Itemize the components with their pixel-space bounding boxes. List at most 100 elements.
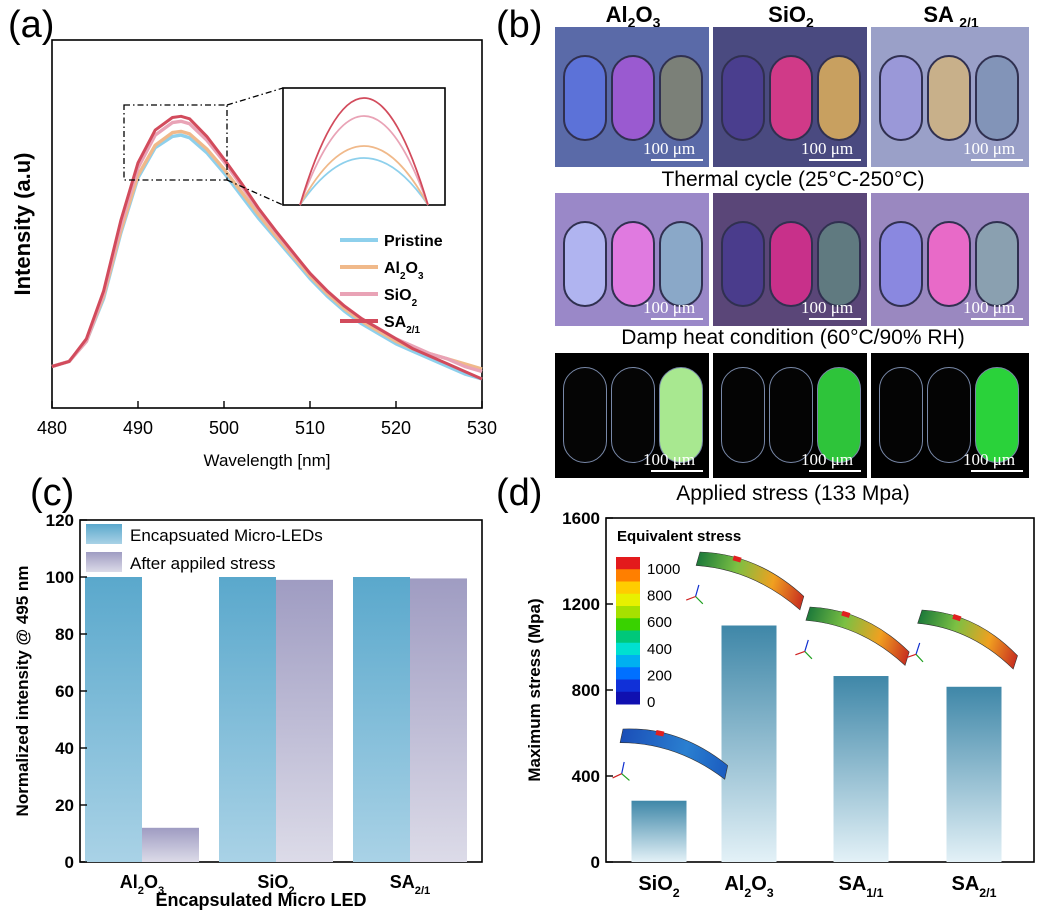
x-tick-label-c-part: Al — [120, 872, 138, 892]
x-tick-label-d-part: 1/1 — [866, 886, 883, 900]
axis-y — [915, 653, 924, 663]
led-pixel — [721, 221, 765, 307]
bar-d-1 — [721, 625, 777, 862]
beam-inset-sio2-body — [619, 728, 729, 780]
beam-inset-sio2 — [612, 728, 729, 781]
led-pixel — [611, 367, 655, 463]
x-tick-label-c-part: 3 — [158, 885, 164, 897]
y-tick-label-d: 800 — [572, 681, 600, 700]
bar-c-1-1 — [276, 579, 333, 862]
colorbar-swatch — [616, 618, 640, 631]
scale-bar-label: 100 μm — [963, 298, 1016, 317]
axis-z — [804, 639, 809, 652]
axis-x — [612, 773, 622, 779]
x-tick-label-d-part: SiO — [638, 873, 672, 895]
x-tick-label-c-part: 2/1 — [415, 885, 431, 897]
led-pixel — [611, 55, 655, 141]
led-pixel — [721, 55, 765, 141]
axis-z — [915, 642, 921, 655]
beam-inset-sa11-body — [805, 606, 910, 666]
legend-label-c: After appiled stress — [130, 554, 276, 573]
axis-y — [621, 773, 630, 781]
scale-bar — [809, 470, 861, 472]
led-pixel — [975, 55, 1019, 141]
x-tick-label-c-part: SiO — [257, 872, 288, 892]
led-pixel — [975, 221, 1019, 307]
scale-bar — [651, 159, 703, 161]
beam-inset-al2o3-load-marker — [732, 555, 742, 563]
beam-inset-al2o3 — [686, 551, 805, 611]
beam-inset-al2o3-body — [695, 551, 805, 611]
x-tick-label-d: SA2/1 — [951, 873, 996, 900]
scale-bar-label: 100 μm — [643, 298, 696, 317]
scale-bar-label: 100 μm — [643, 450, 696, 469]
legend-swatch-c — [86, 552, 122, 572]
y-tick-label-d: 0 — [591, 853, 600, 872]
scale-bar-label: 100 μm — [963, 450, 1016, 469]
led-pixel — [611, 221, 655, 307]
colorbar-swatch — [616, 593, 640, 607]
x-tick-label-d-part: O — [751, 873, 767, 895]
beam-inset-sa11 — [795, 606, 910, 666]
micrograph-tile: 100 μm — [555, 27, 709, 167]
led-pixel — [975, 367, 1019, 463]
legend-label-a: Al2O3 — [384, 260, 424, 282]
y-tick-label-c: 20 — [55, 796, 74, 815]
x-tick-label-d: SA1/1 — [838, 873, 883, 900]
bar-d-0 — [631, 800, 687, 862]
micrograph-tile: 100 μm — [871, 353, 1029, 478]
micrograph-tile: 100 μm — [713, 353, 867, 478]
x-tick-label-c: SiO2 — [257, 872, 294, 897]
colorbar-title: Equivalent stress — [617, 528, 741, 545]
scale-bar — [971, 159, 1023, 161]
x-tick-label-a: 520 — [381, 418, 411, 438]
colorbar-swatch — [616, 667, 640, 680]
colorbar-swatch — [616, 581, 640, 595]
panel-d-chart: SiO2 Al2O3 SA1/1 SA2/1040080012001600Maximu… — [525, 509, 1035, 900]
x-tick-label-c-part: SA — [390, 872, 415, 892]
scale-bar — [971, 318, 1023, 320]
y-tick-label-c: 0 — [65, 853, 74, 872]
x-tick-label-a: 500 — [209, 418, 239, 438]
y-tick-label-d: 1600 — [562, 509, 600, 528]
scale-bar — [809, 318, 861, 320]
colorbar-tick-label: 0 — [647, 694, 655, 711]
bar-c-1-0 — [219, 577, 276, 862]
panel-b-header-sio2: SiO2 — [768, 2, 814, 31]
colorbar-tick-label: 400 — [647, 641, 672, 658]
scale-bar — [651, 318, 703, 320]
led-pixel — [769, 221, 813, 307]
scale-bar-label: 100 μm — [801, 139, 854, 158]
y-tick-label-d: 400 — [572, 767, 600, 786]
colorbar-swatch — [616, 642, 640, 656]
legend-label-a: Pristine — [384, 233, 443, 250]
legend-label-a-part: O — [406, 260, 418, 277]
axis-triad-icon — [686, 584, 704, 605]
x-tick-label-c-part: 2 — [138, 885, 144, 897]
micrograph-tile: 100 μm — [713, 27, 867, 167]
x-tick-label-a: 530 — [467, 418, 497, 438]
beam-inset-sa21-body — [917, 609, 1018, 670]
bar-d-3 — [946, 686, 1002, 862]
bar-c-0-0 — [85, 577, 142, 862]
condition-label-thermal: Thermal cycle (25°C-250°C) — [661, 168, 925, 191]
scale-bar-label: 100 μm — [643, 139, 696, 158]
x-tick-label-a: 490 — [123, 418, 153, 438]
micrograph-tile: 100 μm — [871, 27, 1029, 167]
panel-b-header-al2o3: Al2O3 — [605, 2, 661, 31]
led-pixel — [927, 367, 971, 463]
axis-x — [686, 595, 696, 601]
x-axis-label-c: Encapsulated Micro LED — [155, 890, 366, 910]
micrograph-tile: 100 μm — [713, 193, 867, 326]
axis-triad-icon — [612, 761, 630, 781]
y-tick-label-c: 120 — [46, 511, 74, 530]
y-tick-label-c: 100 — [46, 568, 74, 587]
x-tick-label-c-part: O — [144, 872, 158, 892]
colorbar-swatch — [616, 557, 640, 570]
led-pixel — [659, 367, 703, 463]
led-pixel — [927, 221, 971, 307]
colorbar-swatch — [616, 655, 640, 668]
scale-bar — [651, 470, 703, 472]
legend-label-a-part: SA — [384, 314, 407, 331]
x-tick-label-d-part: 2/1 — [979, 886, 996, 900]
